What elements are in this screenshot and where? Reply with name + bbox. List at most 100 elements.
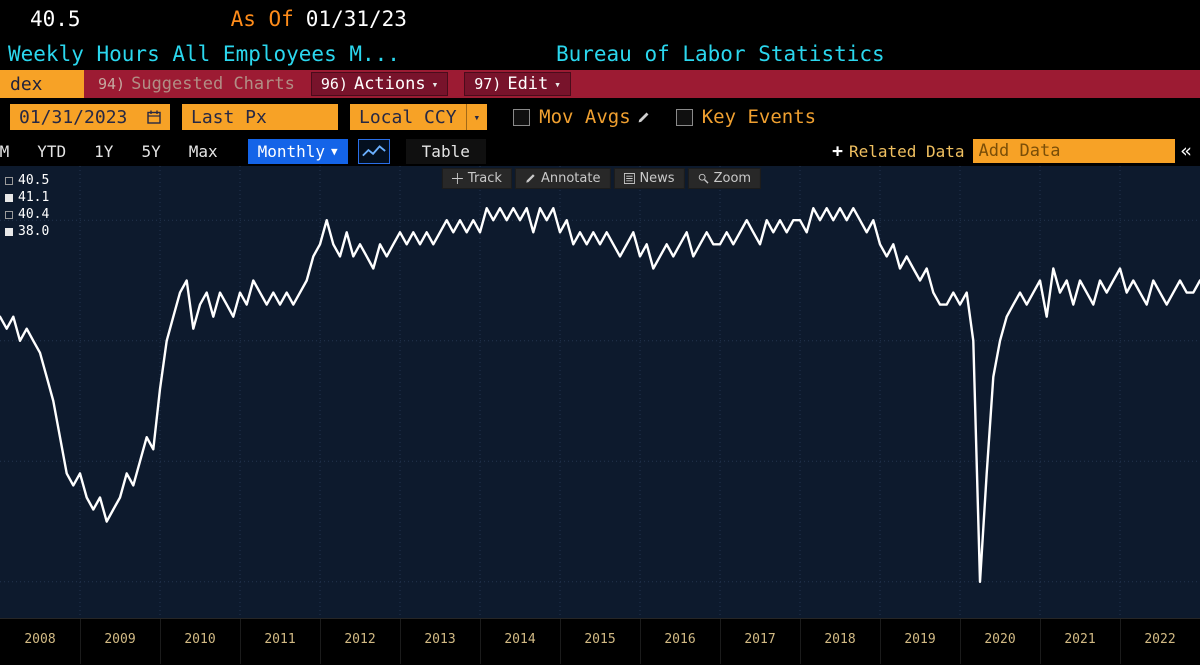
price-field-value: Last Px	[191, 106, 267, 128]
calendar-icon	[147, 110, 161, 124]
as-of-date: 01/31/23	[305, 6, 407, 31]
key-events-checkbox[interactable]	[675, 108, 693, 126]
price-field-selector[interactable]: Last Px	[182, 104, 338, 130]
news-icon	[623, 173, 635, 184]
chart-controls-row: 01/31/2023 Last Px Local CCY ▾ Mov Avgs …	[0, 98, 1200, 136]
x-axis-separator	[560, 619, 561, 664]
x-axis-year-label: 2009	[104, 632, 136, 647]
x-axis-separator	[320, 619, 321, 664]
chevron-down-icon: ▾	[554, 77, 561, 91]
range-tab-ytd[interactable]: YTD	[37, 141, 67, 161]
track-button[interactable]: Track	[441, 168, 512, 189]
actions-menu-button[interactable]: 96) Actions ▾	[310, 72, 449, 96]
chart-legend: 40.5 41.1 40.4 38.0	[5, 172, 49, 240]
suggested-charts-menu-item: 94) Suggested Charts	[98, 74, 295, 94]
line-chart-icon	[361, 143, 387, 159]
x-axis-separator	[1120, 619, 1121, 664]
legend-low-row: 38.0	[5, 223, 49, 240]
x-axis-year-label: 2021	[1064, 632, 1096, 647]
as-of-label: As Of	[230, 6, 294, 31]
range-tab-5y[interactable]: 5Y	[141, 141, 161, 161]
x-axis-year-label: 2019	[904, 632, 936, 647]
key-events-label: Key Events	[701, 106, 817, 128]
news-label: News	[639, 171, 675, 186]
annotate-button[interactable]: Annotate	[514, 168, 611, 189]
high-marker-icon	[5, 193, 13, 202]
security-title-row: Weekly Hours All Employees M... Bureau o…	[0, 37, 1200, 70]
legend-low-value: 38.0	[18, 224, 50, 239]
mov-avgs-checkbox[interactable]	[513, 108, 531, 126]
x-axis-year-label: 2013	[424, 632, 456, 647]
x-axis-year-label: 2014	[504, 632, 536, 647]
table-tab[interactable]: Table	[405, 138, 486, 164]
x-axis-year-label: 2022	[1144, 632, 1176, 647]
menu-item-label: Actions	[353, 74, 426, 94]
period-selector[interactable]: Monthly ▼	[247, 138, 348, 164]
annotate-label: Annotate	[540, 171, 601, 186]
news-button[interactable]: News	[613, 168, 685, 189]
x-axis-year-label: 2018	[824, 632, 856, 647]
chevron-down-icon: ▾	[465, 104, 488, 130]
legend-average-row: 40.4	[5, 206, 49, 223]
x-axis-year-label: 2015	[584, 632, 616, 647]
chevron-down-icon: ▼	[331, 144, 338, 158]
legend-average-value: 40.4	[18, 207, 50, 222]
chevron-down-icon: ▾	[431, 77, 439, 91]
range-tab-max[interactable]: Max	[188, 141, 218, 161]
x-axis-separator	[240, 619, 241, 664]
x-axis-separator	[400, 619, 401, 664]
menu-item-number: 96)	[320, 75, 348, 93]
legend-high-value: 41.1	[18, 190, 50, 205]
price-chart-svg[interactable]	[0, 166, 1200, 618]
currency-value: Local CCY	[359, 106, 457, 128]
collapse-panel-icon[interactable]: «	[1180, 140, 1192, 162]
menu-bar: dex 94) Suggested Charts 96) Actions ▾ 9…	[0, 70, 1200, 98]
date-value: 01/31/2023	[19, 106, 128, 128]
menu-item-label: Suggested Charts	[131, 74, 295, 94]
x-axis-separator	[880, 619, 881, 664]
menu-item-number: 94)	[98, 75, 126, 93]
x-axis-separator	[800, 619, 801, 664]
edit-menu-button[interactable]: 97) Edit ▾	[464, 72, 571, 96]
last-price-value: 40.5	[30, 6, 81, 31]
menu-item-number: 97)	[474, 75, 502, 93]
x-axis-year-label: 2010	[184, 632, 216, 647]
line-chart-type-button[interactable]	[357, 138, 390, 164]
plus-icon: +	[832, 140, 843, 162]
x-axis-year-label: 2012	[344, 632, 376, 647]
x-axis-separator	[640, 619, 641, 664]
zoom-button[interactable]: Zoom	[687, 168, 762, 189]
x-axis-year-label: 2011	[264, 632, 296, 647]
x-axis-separator	[80, 619, 81, 664]
last-marker-icon	[5, 176, 13, 185]
as-of-group: As Of 01/31/23	[231, 7, 407, 31]
x-axis-year-label: 2008	[24, 632, 56, 647]
date-field[interactable]: 01/31/2023	[10, 104, 170, 130]
related-data-label[interactable]: Related Data	[848, 141, 965, 161]
related-data-group: + Related Data «	[832, 139, 1200, 163]
add-data-input[interactable]	[972, 139, 1175, 163]
zoom-label: Zoom	[713, 171, 752, 186]
price-header-row: 40.5 As Of 01/31/23	[0, 0, 1200, 37]
range-tab-1y[interactable]: 1Y	[94, 141, 114, 161]
mov-avgs-label: Mov Avgs	[539, 106, 631, 128]
period-value: Monthly	[257, 141, 326, 161]
x-axis-separator	[720, 619, 721, 664]
table-tab-label: Table	[421, 141, 470, 161]
pencil-icon[interactable]	[637, 111, 650, 124]
data-source-label: Bureau of Labor Statistics	[555, 41, 885, 66]
chart-toolbar: Track Annotate News Zoom	[439, 168, 762, 189]
x-axis-year-label: 2020	[984, 632, 1016, 647]
x-axis-year-label: 2016	[664, 632, 696, 647]
legend-high-row: 41.1	[5, 189, 49, 206]
index-field-truncated[interactable]: dex	[0, 70, 84, 98]
track-label: Track	[467, 171, 502, 186]
legend-last-value: 40.5	[18, 173, 50, 188]
average-marker-icon	[5, 210, 13, 219]
pencil-icon	[525, 173, 536, 184]
currency-selector[interactable]: Local CCY ▾	[350, 104, 488, 130]
price-chart[interactable]: Track Annotate News Zoom 40.5	[0, 166, 1200, 618]
x-axis-year-label: 2017	[744, 632, 776, 647]
x-axis-separator	[160, 619, 161, 664]
range-tab-6m[interactable]: 6M	[0, 141, 10, 161]
